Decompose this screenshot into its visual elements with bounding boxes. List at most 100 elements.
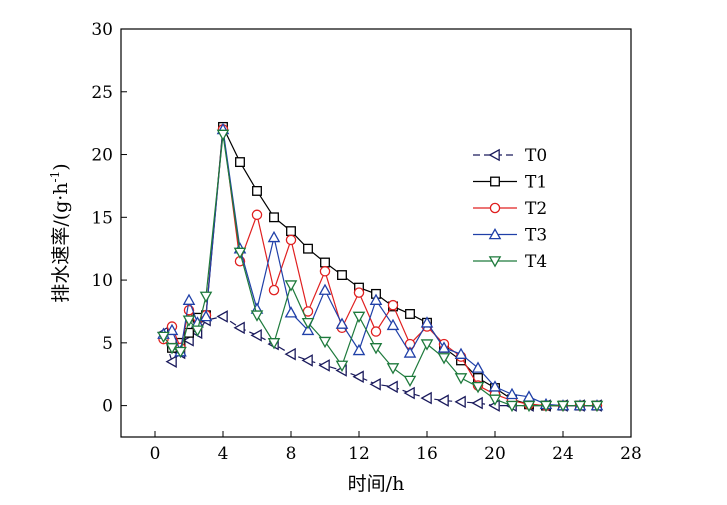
legend-marker — [490, 176, 500, 187]
data-point-T4 — [471, 381, 485, 394]
data-point-T3 — [352, 343, 366, 356]
x-axis-label: 时间/h — [348, 473, 405, 495]
data-point-T3 — [335, 317, 349, 329]
data-point-T3 — [199, 309, 213, 322]
data-point-T4 — [420, 339, 434, 351]
series-T4 — [157, 129, 604, 413]
data-point-T4 — [505, 400, 519, 413]
data-point-T0 — [420, 391, 432, 405]
data-point-T1 — [405, 309, 415, 319]
data-point-T0 — [216, 310, 228, 323]
data-point-T1 — [252, 185, 262, 196]
data-point-T1 — [269, 212, 279, 223]
data-point-T2 — [268, 284, 280, 296]
data-point-T0 — [165, 355, 177, 368]
data-point-T3 — [403, 346, 417, 358]
legend-item-T0: T0 — [473, 146, 547, 166]
data-point-T4 — [590, 400, 604, 413]
data-point-T4 — [522, 400, 536, 413]
data-point-T0 — [369, 377, 381, 391]
data-point-T4 — [233, 247, 247, 259]
data-point-T1 — [337, 270, 347, 281]
legend-marker — [488, 227, 502, 240]
y-axis-label-sup: -1 — [48, 171, 62, 183]
data-point-T3 — [182, 293, 196, 305]
data-point-T2 — [319, 266, 331, 277]
x-tick-label: 16 — [416, 444, 438, 464]
x-tick-label: 8 — [286, 444, 297, 464]
data-point-T4 — [182, 315, 196, 327]
y-tick-label: 0 — [102, 397, 113, 417]
data-point-T3 — [454, 347, 468, 359]
data-point-T4 — [191, 325, 204, 337]
data-point-T0 — [471, 396, 483, 410]
data-point-T2 — [285, 234, 297, 246]
data-point-T0 — [233, 321, 245, 335]
data-point-T4 — [284, 280, 298, 292]
data-point-T4 — [454, 373, 468, 385]
legend-label: T4 — [525, 252, 547, 272]
data-point-T1 — [235, 157, 245, 168]
legend-label: T1 — [525, 173, 547, 193]
y-axis-label-main: 排水速率/(g·h — [50, 182, 72, 302]
legend-label: T2 — [525, 199, 547, 219]
data-point-T2 — [387, 299, 399, 311]
y-tick-label: 20 — [91, 146, 113, 166]
x-tick-label: 4 — [218, 444, 229, 464]
data-point-T3 — [471, 361, 485, 373]
data-point-T4 — [403, 375, 417, 388]
data-point-T4 — [437, 353, 451, 365]
data-point-T4 — [165, 343, 179, 355]
data-point-T4 — [539, 400, 553, 413]
data-point-T2 — [353, 287, 365, 298]
data-point-T3 — [386, 318, 400, 331]
legend-marker — [488, 148, 500, 162]
y-tick-label: 10 — [91, 271, 113, 291]
data-point-T3 — [437, 341, 451, 353]
data-point-T0 — [437, 394, 449, 407]
data-point-T3 — [369, 293, 383, 305]
data-point-T1 — [286, 226, 296, 237]
data-point-T0 — [301, 354, 313, 367]
data-point-T3 — [488, 380, 502, 392]
data-point-T4 — [488, 394, 502, 406]
data-point-T3 — [505, 387, 519, 400]
data-point-T3 — [267, 230, 281, 243]
data-point-T4 — [318, 336, 332, 349]
data-point-T0 — [352, 370, 364, 384]
data-point-T4 — [301, 317, 315, 330]
data-point-T4 — [199, 291, 213, 303]
data-point-T3 — [318, 283, 332, 295]
y-axis-label: 排水速率/(g·h-1) — [48, 163, 72, 302]
legend-item-T3: T3 — [473, 226, 547, 246]
data-point-T0 — [454, 395, 466, 409]
data-point-T3 — [301, 323, 315, 336]
data-point-T2 — [251, 209, 263, 221]
legend-label: T0 — [525, 146, 547, 166]
legend-item-T2: T2 — [473, 199, 547, 219]
axis-ticks: 0 4 8 12 16 20 24 28 0 5 10 15 20 25 30 — [91, 20, 641, 464]
x-tick-label: 24 — [552, 444, 574, 464]
data-point-T1 — [184, 327, 194, 338]
data-point-T3 — [284, 306, 298, 318]
y-axis-label-close: ) — [50, 163, 72, 170]
data-point-T0 — [284, 347, 296, 361]
data-point-T4 — [573, 400, 587, 413]
data-point-T4 — [174, 346, 187, 359]
y-tick-label: 15 — [91, 208, 113, 228]
legend: T0 T1 T2 T3 T4 — [473, 146, 547, 272]
data-point-T4 — [250, 310, 264, 322]
data-point-T4 — [216, 129, 230, 141]
data-point-T2 — [370, 326, 382, 337]
x-tick-label: 20 — [484, 444, 506, 464]
data-point-T4 — [369, 343, 383, 355]
y-tick-label: 25 — [91, 83, 113, 103]
data-point-T0 — [318, 359, 330, 372]
data-point-T0 — [386, 380, 398, 394]
series-layer — [156, 121, 604, 413]
y-tick-label: 5 — [102, 334, 113, 354]
data-point-T4 — [267, 338, 281, 350]
y-tick-label: 30 — [91, 20, 113, 40]
x-tick-label: 0 — [150, 444, 161, 464]
data-point-T3 — [420, 316, 434, 328]
